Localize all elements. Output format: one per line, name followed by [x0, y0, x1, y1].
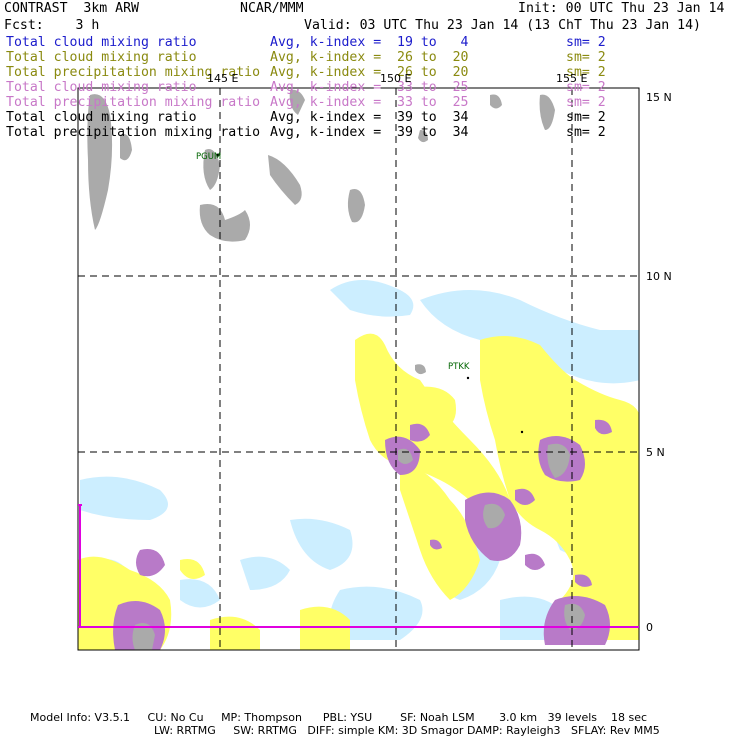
init-time: Init: 00 UTC Thu 23 Jan 14	[518, 1, 725, 16]
field-k-index: Avg, k-index = 39 to 34	[270, 110, 469, 125]
field-k-index: Avg, k-index = 33 to 25	[270, 95, 469, 110]
lat-label-5n: 5 N	[646, 446, 665, 459]
lat-label-15n: 15 N	[646, 91, 672, 104]
field-name: Total precipitation mixing ratio	[6, 95, 261, 110]
lon-label-145: 145 E	[207, 72, 239, 85]
field-name: Total precipitation mixing ratio	[6, 125, 261, 140]
field-smoothing: sm= 2	[566, 65, 606, 80]
valid-time: Valid: 03 UTC Thu 23 Jan 14 (13 ChT Thu …	[304, 18, 701, 33]
lon-label-150: 150 E	[380, 72, 412, 85]
field-name: Total cloud mixing ratio	[6, 35, 197, 50]
field-name: Total cloud mixing ratio	[6, 50, 197, 65]
field-smoothing: sm= 2	[566, 110, 606, 125]
field-smoothing: sm= 2	[566, 125, 606, 140]
lon-label-155: 155 E	[556, 72, 588, 85]
lat-label-10n: 10 N	[646, 270, 672, 283]
field-smoothing: sm= 2	[566, 35, 606, 50]
lat-lon-grid	[78, 88, 639, 650]
model-info-line1: Model Info: V3.5.1 CU: No Cu MP: Thompso…	[30, 711, 648, 724]
station-label-pgum: PGUM	[196, 152, 222, 162]
field-k-index: Avg, k-index = 26 to 20	[270, 65, 469, 80]
field-k-index: Avg, k-index = 33 to 25	[270, 80, 469, 95]
station-label-ptkk: PTKK	[448, 362, 470, 372]
field-smoothing: sm= 2	[566, 95, 606, 110]
field-smoothing: sm= 2	[566, 50, 606, 65]
station-marker-ptkk	[466, 376, 470, 380]
model-title: CONTRAST 3km ARW	[4, 1, 139, 16]
field-name: Total cloud mixing ratio	[6, 110, 197, 125]
field-k-index: Avg, k-index = 19 to 4	[270, 35, 469, 50]
field-k-index: Avg, k-index = 26 to 20	[270, 50, 469, 65]
station-marker-pgum	[216, 153, 220, 157]
field-k-index: Avg, k-index = 39 to 34	[270, 125, 469, 140]
field-smoothing: sm= 2	[566, 80, 606, 95]
map-border	[77, 87, 640, 651]
organization-label: NCAR/MMM	[240, 1, 304, 16]
yellow-mixing-ratio-layer	[78, 333, 639, 650]
island-marker	[520, 430, 524, 434]
forecast-hour: Fcst: 3 h	[4, 18, 100, 33]
field-name: Total cloud mixing ratio	[6, 80, 197, 95]
model-info-line2: LW: RRTMG SW: RRTMG DIFF: simple KM: 3D …	[154, 724, 660, 737]
lat-label-equator: 0	[646, 621, 653, 634]
field-name: Total precipitation mixing ratio	[6, 65, 261, 80]
